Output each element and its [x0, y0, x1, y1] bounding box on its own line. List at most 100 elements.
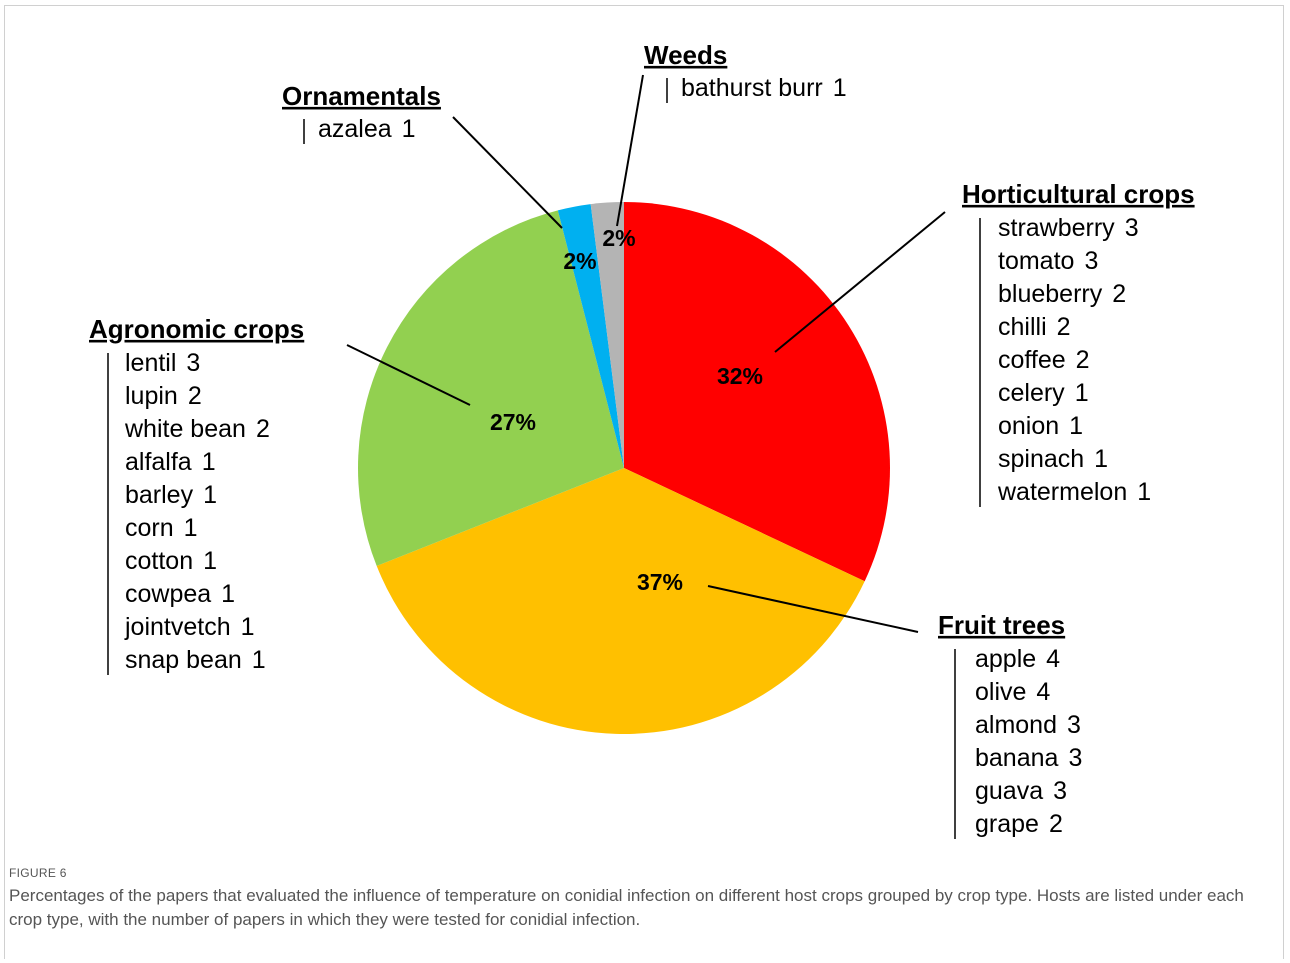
- leader-line: [616, 74, 644, 227]
- host-name: blueberry: [998, 280, 1103, 308]
- host-name: alfalfa: [125, 448, 192, 476]
- host-item: cowpea 1: [125, 580, 235, 608]
- host-count: 1: [1075, 379, 1089, 407]
- group-title: Fruit trees: [938, 610, 1065, 640]
- host-count: 2: [188, 382, 202, 410]
- pie-slice: [557, 204, 624, 469]
- host-count: 3: [1084, 247, 1098, 275]
- host-count: 3: [1125, 214, 1139, 242]
- host-count: 1: [203, 481, 217, 509]
- host-item: banana 3: [975, 744, 1082, 772]
- percent-label: 32%: [717, 363, 763, 389]
- host-name: jointvetch: [124, 613, 231, 641]
- host-count: 1: [1094, 445, 1108, 473]
- pie-slice: [376, 468, 865, 735]
- host-item: onion 1: [998, 412, 1083, 440]
- leader-line: [707, 585, 919, 633]
- host-item: azalea 1: [318, 115, 416, 143]
- leader-line: [774, 211, 946, 353]
- host-count: 4: [1046, 645, 1060, 673]
- host-count: 3: [1067, 711, 1081, 739]
- host-item: apple 4: [975, 645, 1060, 673]
- figure-label: FIGURE 6: [9, 866, 67, 880]
- host-item: watermelon 1: [997, 478, 1151, 506]
- host-item: lentil 3: [125, 349, 200, 377]
- host-count: 1: [203, 547, 217, 575]
- host-name: olive: [975, 678, 1026, 706]
- host-name: snap bean: [125, 646, 242, 674]
- host-name: onion: [998, 412, 1059, 440]
- host-item: almond 3: [975, 711, 1081, 739]
- host-item: tomato 3: [998, 247, 1098, 275]
- host-name: apple: [975, 645, 1036, 673]
- host-item: grape 2: [975, 810, 1063, 838]
- group-title: Horticultural crops: [962, 179, 1195, 209]
- host-count: 1: [241, 613, 255, 641]
- pie-slice: [358, 210, 624, 566]
- host-item: bathurst burr 1: [681, 74, 847, 102]
- figure-caption: Percentages of the papers that evaluated…: [9, 886, 1244, 929]
- host-name: spinach: [998, 445, 1084, 473]
- host-item: spinach 1: [998, 445, 1108, 473]
- host-item: olive 4: [975, 678, 1050, 706]
- leader-line: [346, 344, 471, 406]
- host-count: 1: [221, 580, 235, 608]
- host-item: strawberry 3: [998, 214, 1139, 242]
- host-name: cotton: [125, 547, 193, 575]
- host-item: blueberry 2: [998, 280, 1126, 308]
- host-count: 2: [1112, 280, 1126, 308]
- host-count: 4: [1036, 678, 1050, 706]
- host-name: azalea: [318, 115, 392, 143]
- host-item: cotton 1: [125, 547, 217, 575]
- host-item: guava 3: [975, 777, 1067, 805]
- host-name: coffee: [998, 346, 1066, 374]
- host-name: bathurst burr: [681, 74, 823, 102]
- host-count: 2: [1049, 810, 1063, 838]
- host-name: white bean: [124, 415, 246, 443]
- host-name: corn: [125, 514, 174, 542]
- host-name: guava: [975, 777, 1043, 805]
- host-count: 3: [1068, 744, 1082, 772]
- host-count: 2: [1057, 313, 1071, 341]
- host-item: alfalfa 1: [125, 448, 216, 476]
- host-name: lupin: [125, 382, 178, 410]
- host-count: 1: [184, 514, 198, 542]
- group-title: Weeds: [644, 40, 727, 70]
- host-count: 3: [186, 349, 200, 377]
- host-name: almond: [975, 711, 1057, 739]
- host-item: barley 1: [125, 481, 217, 509]
- host-name: grape: [975, 810, 1039, 838]
- leader-line: [452, 116, 563, 229]
- host-count: 1: [202, 448, 216, 476]
- host-count: 1: [833, 74, 847, 102]
- host-name: cowpea: [125, 580, 211, 608]
- host-item: corn 1: [125, 514, 198, 542]
- host-name: tomato: [998, 247, 1074, 275]
- host-item: coffee 2: [998, 346, 1090, 374]
- group-title: Agronomic crops: [89, 314, 304, 344]
- host-count: 1: [1069, 412, 1083, 440]
- pie-slice: [624, 202, 891, 582]
- host-name: chilli: [998, 313, 1047, 341]
- host-count: 1: [402, 115, 416, 143]
- host-count: 1: [1137, 478, 1151, 506]
- host-name: celery: [998, 379, 1065, 407]
- host-count: 1: [252, 646, 266, 674]
- host-item: snap bean 1: [125, 646, 266, 674]
- percent-label: 2%: [602, 225, 635, 251]
- host-count: 3: [1053, 777, 1067, 805]
- host-count: 2: [1076, 346, 1090, 374]
- host-item: white bean 2: [124, 415, 270, 443]
- percent-label: 37%: [637, 569, 683, 595]
- host-name: lentil: [125, 349, 176, 377]
- percent-label: 2%: [563, 248, 596, 274]
- host-item: chilli 2: [998, 313, 1071, 341]
- host-item: lupin 2: [125, 382, 202, 410]
- host-name: strawberry: [998, 214, 1115, 242]
- host-name: banana: [975, 744, 1059, 772]
- host-item: celery 1: [998, 379, 1089, 407]
- group-title: Ornamentals: [282, 81, 441, 111]
- percent-label: 27%: [490, 409, 536, 435]
